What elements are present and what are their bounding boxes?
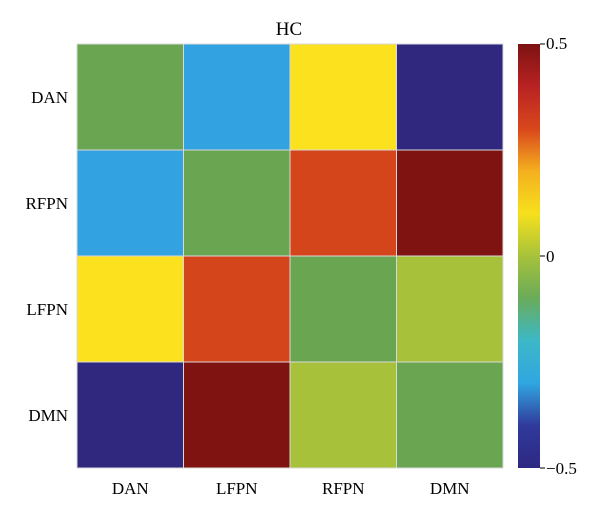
colorbar-tick-label: −0.5 (546, 459, 577, 478)
y-axis-ticks: DAN RFPN LFPN DMN (25, 88, 68, 425)
x-tick-label: LFPN (216, 479, 258, 498)
heatmap-cell-rfpn-dmn (396, 149, 504, 257)
colorbar-ticks: 0.5 0 −0.5 (540, 34, 577, 478)
y-tick-label: LFPN (26, 300, 68, 319)
heatmap-cell-dmn-lfpn (183, 361, 291, 469)
x-tick-label: RFPN (322, 479, 365, 498)
heatmap-cell-dmn-rfpn (289, 361, 397, 469)
heatmap-cell-rfpn-rfpn (289, 149, 397, 257)
x-axis-ticks: DAN LFPN RFPN DMN (112, 479, 470, 498)
heatmap-cell-lfpn-dan (76, 255, 184, 363)
heatmap-cell-rfpn-dan (76, 149, 184, 257)
colorbar-gradient (518, 44, 540, 468)
heatmap-cell-dan-lfpn (183, 43, 291, 151)
x-tick-label: DAN (112, 479, 149, 498)
y-tick-label: DAN (31, 88, 68, 107)
heatmap-cell-dmn-dmn (396, 361, 504, 469)
heatmap-cell-rfpn-lfpn (183, 149, 291, 257)
colorbar-tick-label: 0.5 (546, 34, 567, 53)
heatmap-cell-dmn-dan (76, 361, 184, 469)
colorbar-tick-label: 0 (546, 247, 555, 266)
heatmap-cell-dan-rfpn (289, 43, 397, 151)
x-tick-label: DMN (430, 479, 470, 498)
heatmap-cell-lfpn-lfpn (183, 255, 291, 363)
chart-title: HC (276, 19, 302, 40)
heatmap-cell-dan-dan (76, 43, 184, 151)
y-tick-label: RFPN (25, 194, 68, 213)
heatmap-cell-lfpn-dmn (396, 255, 504, 363)
heatmap-cell-dan-dmn (396, 43, 504, 151)
heatmap-cells (76, 43, 504, 469)
y-tick-label: DMN (28, 406, 68, 425)
heatmap-cell-lfpn-rfpn (289, 255, 397, 363)
colorbar: 0.5 0 −0.5 (518, 34, 577, 478)
